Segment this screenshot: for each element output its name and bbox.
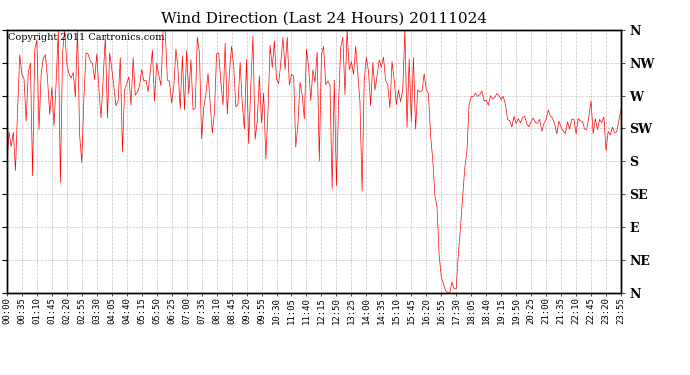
Text: Copyright 2011 Cartronics.com: Copyright 2011 Cartronics.com (8, 33, 165, 42)
Text: Wind Direction (Last 24 Hours) 20111024: Wind Direction (Last 24 Hours) 20111024 (161, 11, 487, 25)
